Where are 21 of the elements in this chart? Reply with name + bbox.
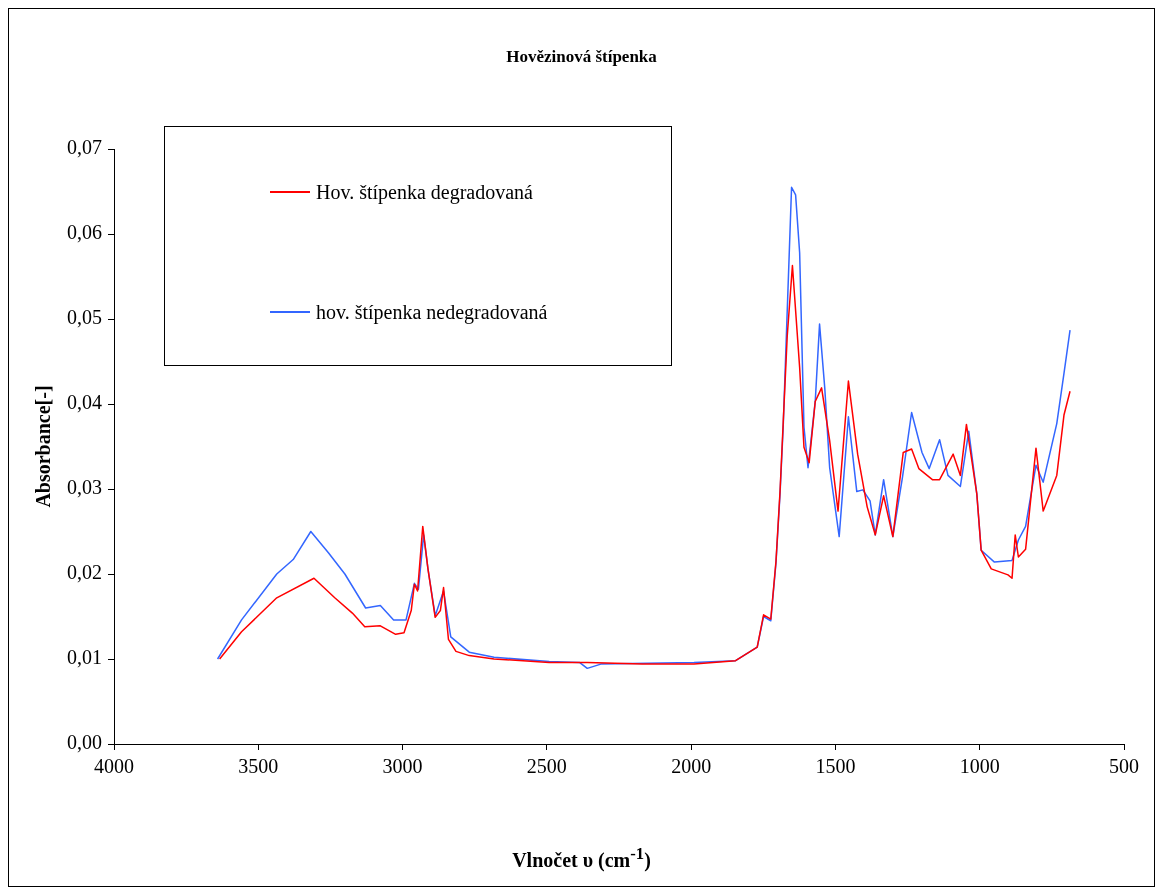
y-tick-label: 0,05 — [67, 306, 102, 329]
x-tick-label: 2500 — [526, 755, 567, 778]
y-tick-label: 0,04 — [67, 391, 102, 414]
x-tick-label: 500 — [1109, 755, 1139, 778]
x-tick-label: 3000 — [382, 755, 423, 778]
y-axis-title: Absorbance[-] — [32, 385, 55, 508]
x-tick-label: 4000 — [94, 755, 134, 778]
x-tick-label: 2000 — [671, 755, 712, 778]
x-axis-title: Vlnočet υ (cm$^{-1}$) — [511, 844, 652, 872]
y-tick-label: 0,02 — [67, 561, 102, 584]
y-tick-label: 0,01 — [67, 646, 102, 669]
x-tick-label: 1000 — [959, 755, 1000, 778]
x-tick-label: 1500 — [815, 755, 856, 778]
legend-label: Hov. štípenka degradovaná — [316, 180, 533, 204]
y-tick-label: 0,07 — [67, 136, 102, 159]
y-tick-label: 0,00 — [67, 731, 102, 754]
y-tick-label: 0,03 — [67, 476, 102, 499]
chart-title: Hovězinová štípenka — [505, 47, 658, 67]
x-tick-label: 3500 — [238, 755, 279, 778]
y-tick-label: 0,06 — [67, 221, 102, 244]
legend-label: hov. štípenka nedegradovaná — [316, 300, 548, 324]
